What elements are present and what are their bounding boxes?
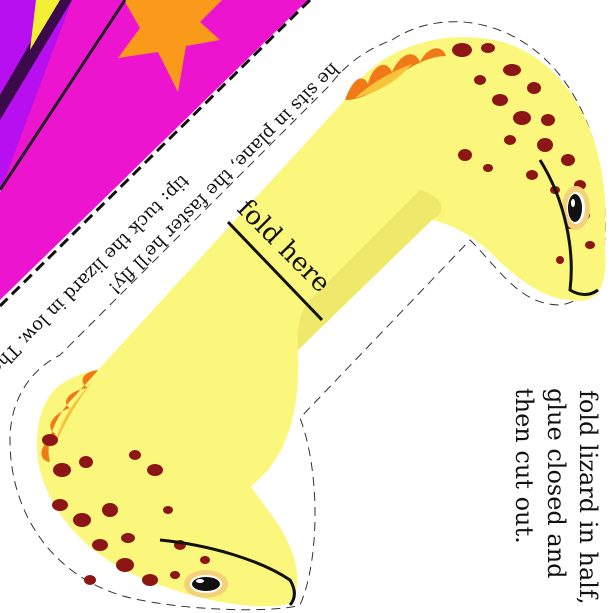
eye-upper bbox=[562, 186, 590, 230]
plane-cut-line bbox=[0, 0, 312, 308]
lizard-head-upper bbox=[384, 43, 606, 301]
instructions-line2: glue closed and bbox=[542, 388, 570, 579]
paper-plane-art bbox=[0, 0, 312, 308]
eye-lower bbox=[184, 570, 228, 598]
crest-upper-inner bbox=[355, 64, 412, 98]
plane-yellow-streak bbox=[30, 0, 60, 50]
spots-lower bbox=[42, 434, 210, 586]
crest-lower bbox=[41, 370, 98, 462]
lizard-shade bbox=[297, 190, 442, 350]
mouth-lower bbox=[159, 538, 296, 606]
mouth-upper bbox=[538, 159, 599, 296]
instructions-line3: then cut out. bbox=[510, 388, 538, 544]
fold-line bbox=[226, 220, 324, 322]
lizard-cutout bbox=[9, 21, 606, 611]
plane-edge-line bbox=[0, 0, 127, 191]
instructions-line1: fold lizard in half, bbox=[574, 390, 602, 605]
star-shape bbox=[118, 0, 222, 92]
plane-dark-fold bbox=[0, 0, 72, 120]
